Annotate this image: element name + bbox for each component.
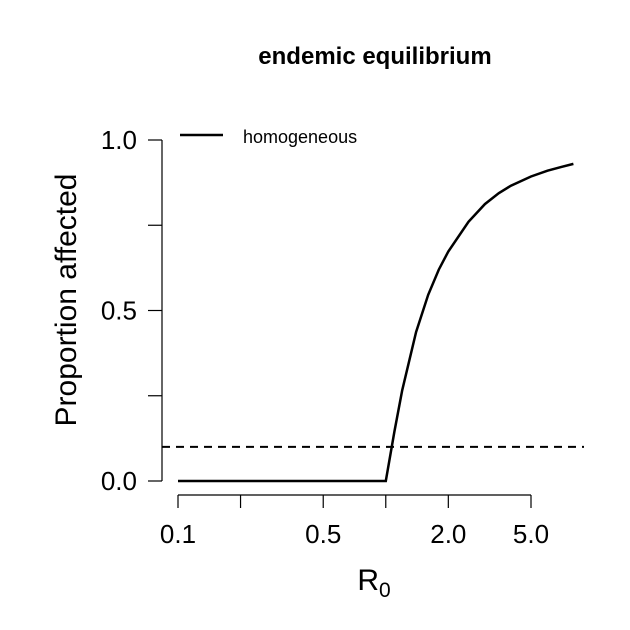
legend-label-homogeneous: homogeneous — [243, 127, 357, 147]
y-axis-label: Proportion affected — [50, 174, 83, 427]
y-tick-label: 0.0 — [101, 466, 137, 496]
x-axis: 0.1 0.5 2.0 5.0 — [160, 494, 549, 549]
x-axis-label-subscript: 0 — [379, 579, 391, 602]
x-axis-label-main: R — [357, 564, 379, 597]
y-axis: 0.0 0.5 1.0 — [101, 125, 163, 496]
series-line-homogeneous — [178, 162, 574, 483]
chart-title: endemic equilibrium — [258, 43, 491, 70]
x-tick-label: 0.1 — [160, 519, 196, 549]
x-tick-label: 5.0 — [513, 519, 549, 549]
x-tick-label: 0.5 — [305, 519, 341, 549]
legend: homogeneous — [180, 127, 357, 147]
y-tick-label: 1.0 — [101, 125, 137, 155]
x-axis-label: R0 — [357, 564, 390, 602]
y-tick-label: 0.5 — [101, 296, 137, 326]
x-tick-label: 2.0 — [430, 519, 466, 549]
